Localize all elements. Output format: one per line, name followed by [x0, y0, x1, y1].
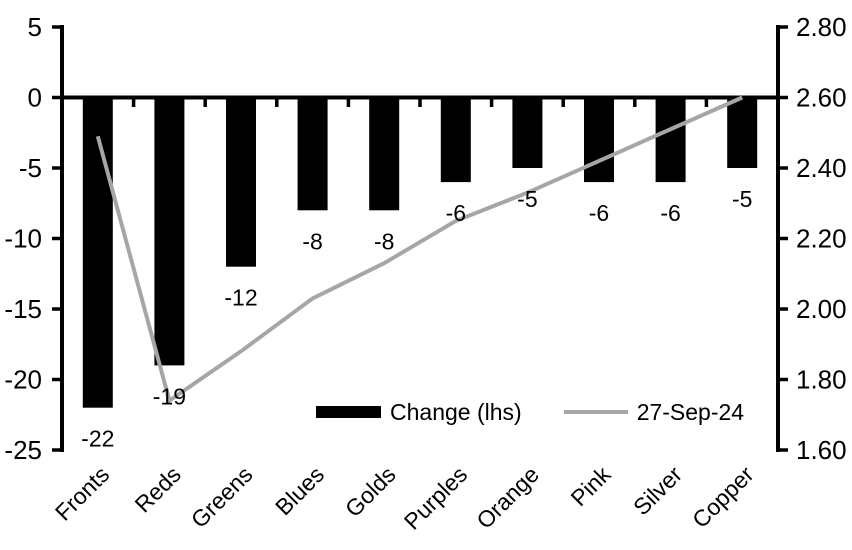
left-axis-tick-label: -10: [4, 224, 42, 254]
left-axis-tick-label: -25: [4, 435, 42, 465]
category-label-pink: Pink: [566, 461, 616, 511]
right-axis-tick-label: 2.00: [796, 294, 847, 324]
line-series: [95, 95, 744, 404]
left-axis-tick-label: -20: [4, 365, 42, 395]
left-axis-tick-label: 0: [28, 83, 42, 113]
left-axis-tick-label: 5: [28, 12, 42, 42]
bar-silver: [655, 97, 686, 183]
bar-purples: [440, 97, 471, 183]
category-label-greens: Greens: [186, 461, 258, 533]
category-label-orange: Orange: [471, 461, 544, 534]
bar-pink: [584, 97, 614, 183]
bar-data-label: -6: [446, 200, 466, 226]
right-axis-tick-label: 2.40: [796, 153, 847, 183]
bar-orange: [512, 97, 543, 168]
category-label-silver: Silver: [628, 461, 687, 520]
bar-greens: [226, 97, 256, 267]
legend-label-change: Change (lhs): [390, 398, 522, 425]
bar-data-label: -12: [224, 285, 257, 311]
bar-data-label: -22: [81, 426, 114, 452]
bar-data-label: -5: [732, 186, 752, 212]
line-series-swatch: [563, 410, 628, 414]
bar-data-label: -8: [302, 228, 322, 254]
right-axis-tick-label: 1.60: [796, 435, 847, 465]
chart-legend: Change (lhs) 27-Sep-24: [316, 399, 744, 425]
bar-series-swatch: [316, 406, 381, 418]
bar-copper: [727, 97, 758, 168]
category-label-copper: Copper: [687, 461, 759, 533]
category-label-golds: Golds: [340, 461, 401, 522]
bar-data-label: -6: [589, 200, 609, 226]
right-axis-tick-label: 2.60: [796, 83, 847, 113]
left-axis-tick-label: -15: [4, 294, 42, 324]
right-axis-tick-label: 2.20: [796, 224, 847, 254]
bar-blues: [297, 97, 328, 211]
bar-data-label: -6: [660, 200, 680, 226]
bar-data-label: -5: [517, 186, 537, 212]
category-label-fronts: Fronts: [50, 461, 114, 525]
left-axis-tick-label: -5: [19, 153, 42, 183]
legend-label-date: 27-Sep-24: [636, 398, 745, 425]
category-label-blues: Blues: [270, 461, 329, 520]
bar-data-label: -8: [374, 228, 394, 254]
bar-golds: [369, 97, 400, 211]
bar-reds: [154, 97, 185, 366]
right-axis-tick-label: 2.80: [796, 12, 847, 42]
category-label-purples: Purples: [399, 461, 473, 535]
right-axis-tick-label: 1.80: [796, 365, 847, 395]
bar-data-label: -19: [153, 383, 186, 409]
category-label-reds: Reds: [130, 461, 186, 517]
bar-fronts: [82, 97, 113, 408]
